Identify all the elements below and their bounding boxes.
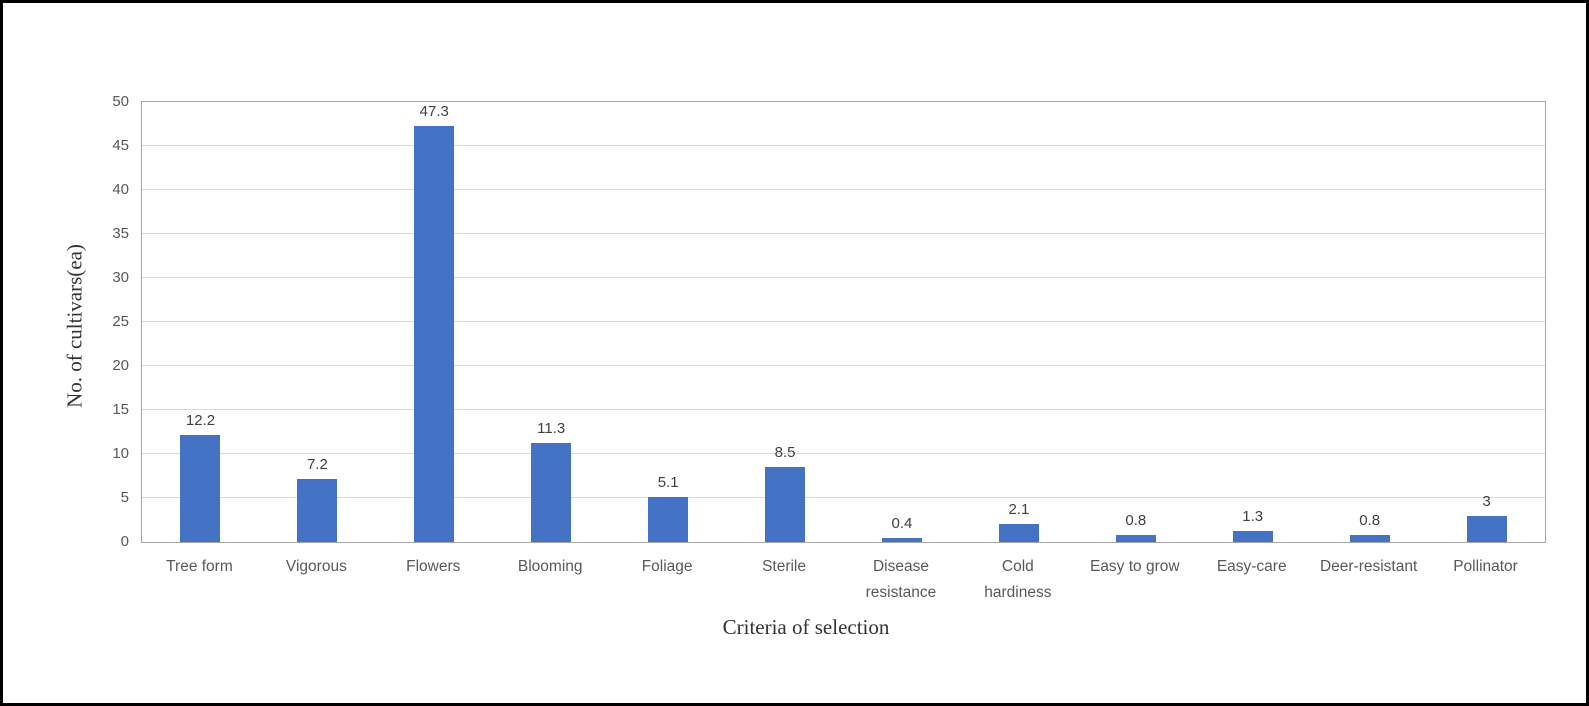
plot-area: 12.2 7.2 47.3 11.3 5.1 8.5 0.4 2.1 0.8 1.3 0.8 3 xyxy=(141,101,1546,543)
category-label: Vigorous xyxy=(285,558,347,575)
bar-value-label: 0.4 xyxy=(891,515,913,533)
x-axis-category-labels: Tree form Vigorous Flowers Blooming Foliage S… xyxy=(141,554,1546,618)
bar-value-label: 12.2 xyxy=(185,411,216,429)
y-tick-label: 45 xyxy=(112,137,129,154)
x-axis-title: Criteria of selection xyxy=(722,615,890,639)
y-tick-label: 40 xyxy=(112,181,129,198)
category-label: Deer-resistant xyxy=(1319,558,1418,575)
bar xyxy=(1115,534,1156,542)
gridline xyxy=(142,233,1545,234)
gridline xyxy=(142,365,1545,366)
bar-value-label: 2.1 xyxy=(1008,500,1030,518)
category-label: Disease resistance xyxy=(865,558,937,601)
gridline xyxy=(142,145,1545,146)
bar-value-label: 11.3 xyxy=(537,419,566,437)
gridline xyxy=(142,453,1545,454)
y-axis-tick-labels: 0 5 10 15 20 25 30 35 40 45 50 xyxy=(3,93,129,550)
bar xyxy=(1466,515,1507,542)
bar-value-label: 3 xyxy=(1482,492,1491,510)
category-label: Easy-care xyxy=(1216,558,1287,575)
y-tick-label: 25 xyxy=(112,313,129,330)
gridline xyxy=(142,409,1545,410)
y-tick-label: 35 xyxy=(112,225,129,242)
category-label: Foliage xyxy=(641,558,693,575)
bar-value-label: 0.8 xyxy=(1125,511,1147,529)
category-label: Blooming xyxy=(517,558,583,575)
bar xyxy=(765,467,806,542)
y-tick-label: 0 xyxy=(120,533,129,550)
bar xyxy=(531,442,572,542)
bar xyxy=(998,523,1039,542)
gridline xyxy=(142,321,1545,322)
category-label: Pollinator xyxy=(1453,558,1518,575)
y-tick-label: 10 xyxy=(112,445,129,462)
bar-value-label: 47.3 xyxy=(419,102,449,120)
bar-value-label: 7.2 xyxy=(306,455,328,473)
category-label: Tree form xyxy=(166,558,233,575)
bar xyxy=(1349,534,1390,542)
bar-value-label: 1.3 xyxy=(1242,507,1264,525)
y-tick-label: 20 xyxy=(112,357,129,374)
bar-value-label: 5.1 xyxy=(657,474,679,492)
bar-value-label: 0.8 xyxy=(1359,511,1381,529)
y-tick-label: 30 xyxy=(112,269,129,286)
bar xyxy=(180,434,221,542)
category-label: Sterile xyxy=(762,558,806,575)
bar-value-label: 8.5 xyxy=(774,444,796,462)
y-tick-label: 5 xyxy=(120,489,129,506)
category-label: Flowers xyxy=(406,558,461,575)
y-tick-label: 50 xyxy=(112,93,129,110)
bar xyxy=(297,478,338,542)
category-label: Easy to grow xyxy=(1089,558,1180,575)
y-tick-label: 15 xyxy=(112,401,129,418)
category-label: Cold hardiness xyxy=(984,558,1052,601)
bar xyxy=(881,538,922,542)
gridline xyxy=(142,189,1545,190)
bar xyxy=(414,125,455,542)
gridline xyxy=(142,497,1545,498)
gridline xyxy=(142,277,1545,278)
bar xyxy=(1232,530,1273,542)
bar xyxy=(648,497,689,542)
